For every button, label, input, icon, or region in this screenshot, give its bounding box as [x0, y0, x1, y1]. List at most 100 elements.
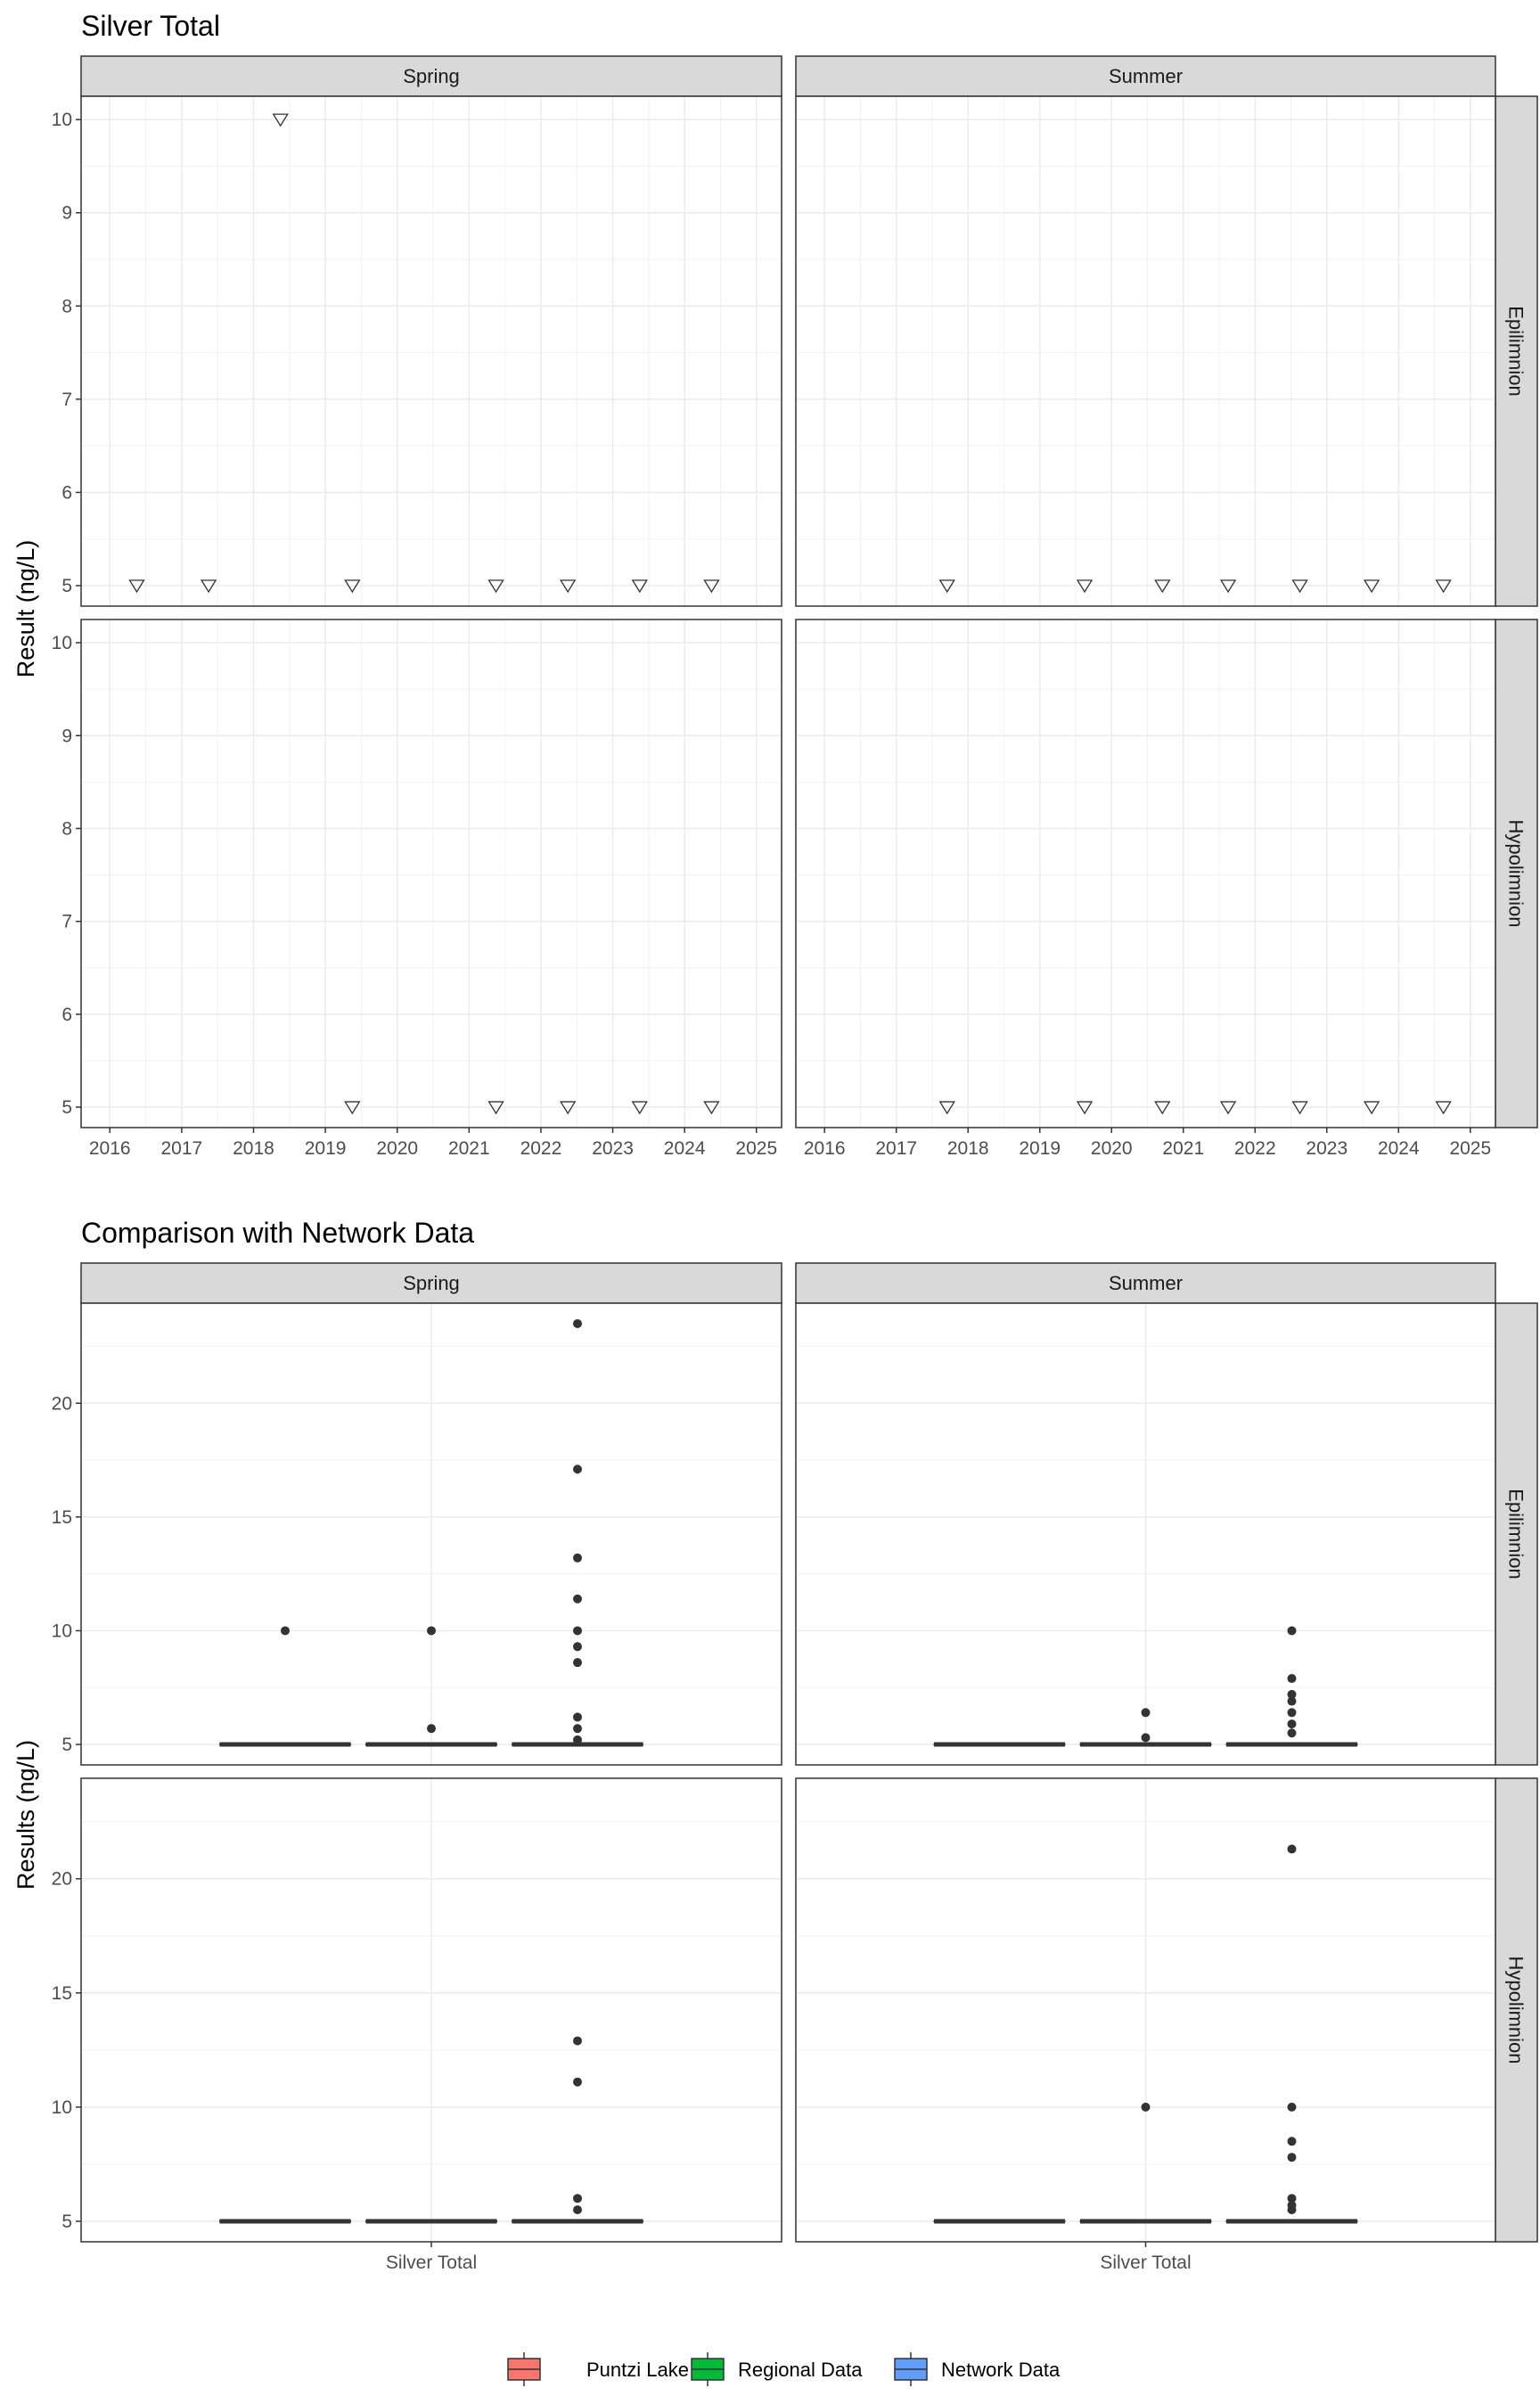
outlier-point	[427, 1626, 436, 1636]
chart1-panels: Spring Summer Epilimnion Hypolimnion 5 6 7 8 9 10…	[52, 55, 1538, 1159]
outlier-point	[281, 1626, 290, 1636]
chart2-panel-summer-hypolimnion: Silver Total	[795, 1777, 1496, 2273]
x-tick-label: 2021	[448, 1138, 490, 1159]
panel-border	[80, 619, 782, 1128]
outlier-point	[1287, 2205, 1297, 2215]
y-tick-label: 8	[61, 296, 72, 316]
outlier-point	[1287, 1719, 1297, 1729]
outlier-point	[573, 1658, 582, 1668]
outlier-point	[1141, 1708, 1151, 1718]
x-tick-label: Silver Total	[386, 2252, 477, 2273]
x-tick-label: 2025	[735, 1138, 777, 1159]
data-point-triangle	[487, 579, 504, 594]
outlier-point	[573, 1318, 582, 1328]
y-tick-label: 10	[52, 1621, 72, 1641]
data-point-triangle	[560, 579, 577, 594]
x-tick-label: 2018	[233, 1138, 274, 1159]
x-tick-label: 2019	[305, 1138, 347, 1159]
chart1-y-axis-title: Result (ng/L)	[12, 540, 39, 678]
x-tick-label: 2016	[89, 1138, 131, 1159]
data-point-triangle	[703, 1101, 720, 1115]
chart2-strip-hypolimnion	[1495, 1777, 1538, 2243]
x-tick-label: 2022	[1234, 1138, 1276, 1159]
data-point-triangle	[1219, 1101, 1237, 1115]
outlier-point	[1287, 2102, 1297, 2112]
chart2-strip-label: Hypolimnion	[1505, 1956, 1528, 2064]
x-tick-label: 2017	[875, 1138, 917, 1159]
data-point-triangle	[560, 1101, 577, 1115]
x-tick-label: 2022	[520, 1138, 562, 1159]
outlier-point	[1287, 2153, 1297, 2162]
y-tick-label: 6	[61, 482, 72, 503]
outlier-point	[1287, 1728, 1297, 1738]
outlier-point	[1287, 1696, 1297, 1706]
chart1-strip-spring	[80, 55, 782, 97]
x-tick-label: 2025	[1449, 1138, 1491, 1159]
data-point-triangle	[272, 113, 289, 127]
panel-background	[81, 96, 782, 606]
chart1-strip-label: Hypolimnion	[1505, 819, 1528, 927]
panel-border	[795, 619, 1496, 1128]
x-tick-label: 2023	[1306, 1138, 1348, 1159]
outlier-point	[573, 1553, 582, 1563]
panel-border	[80, 1302, 782, 1766]
y-tick-label: 9	[61, 203, 72, 224]
legend-label: Regional Data	[738, 2359, 863, 2381]
chart1-strip-summer	[795, 55, 1496, 97]
outlier-point	[1287, 1689, 1297, 1699]
y-tick-label: 15	[52, 1983, 72, 2004]
outlier-point	[573, 1735, 582, 1744]
chart2-panel-spring-hypolimnion: 5 10 15 20 Silver Total	[52, 1777, 782, 2273]
chart2-title: Comparison with Network Data	[81, 1217, 474, 1249]
chart2-strip-label: Summer	[1109, 1272, 1183, 1294]
data-point-triangle	[703, 579, 720, 594]
x-tick-label: 2024	[1378, 1138, 1420, 1159]
outlier-point	[1287, 1626, 1297, 1636]
data-point-triangle	[344, 579, 361, 594]
data-point-triangle	[631, 579, 648, 594]
y-tick-label: 20	[52, 1393, 72, 1414]
chart1-panel-spring-hypolimnion: 5 6 7 8 9 10 2016 2017 2018 2019 2020 2021 2022 2023 2…	[52, 619, 782, 1159]
chart2-strip-summer	[795, 1262, 1496, 1304]
y-tick-label: 5	[61, 2211, 72, 2232]
outlier-point	[1287, 1708, 1297, 1718]
x-tick-label: Silver Total	[1100, 2252, 1191, 2273]
y-tick-label: 10	[52, 633, 72, 653]
outlier-point	[573, 2194, 582, 2203]
y-tick-label: 20	[52, 1869, 72, 1890]
chart1-panel-summer-epilimnion	[795, 95, 1496, 607]
outlier-point	[573, 1626, 582, 1636]
outlier-point	[573, 2205, 582, 2215]
legend-label: Puntzi Lake	[586, 2359, 689, 2381]
panel-background	[81, 620, 782, 1128]
y-tick-label: 7	[61, 390, 72, 410]
data-point-triangle	[1076, 579, 1094, 594]
y-tick-label: 7	[61, 912, 72, 932]
x-tick-label: 2020	[1091, 1138, 1133, 1159]
legend-entry-regional-data: Regional Data	[691, 2352, 863, 2386]
y-tick-label: 5	[61, 1097, 72, 1118]
panel-border	[80, 95, 782, 607]
data-point-triangle	[128, 579, 145, 594]
legend-entry-network-data: Network Data	[894, 2352, 1061, 2386]
y-tick-label: 5	[61, 1735, 72, 1755]
outlier-point	[1287, 2194, 1297, 2203]
chart1-panel-summer-hypolimnion: 2016 2017 2018 2019 2020 2021 2022 2023 2024 2025	[795, 619, 1496, 1159]
x-tick-label: 2024	[664, 1138, 706, 1159]
legend: Puntzi Lake Regional Data Network Data	[507, 2352, 1061, 2386]
data-point-triangle	[1291, 1101, 1308, 1115]
panel-background	[796, 620, 1495, 1128]
data-point-triangle	[200, 579, 217, 594]
data-point-triangle	[1435, 579, 1452, 594]
outlier-point	[573, 1465, 582, 1474]
y-tick-label: 9	[61, 726, 72, 746]
panel-border	[795, 1302, 1496, 1766]
outlier-point	[1141, 2102, 1151, 2112]
outlier-point	[573, 1724, 582, 1734]
chart1-title: Silver Total	[81, 10, 220, 42]
chart2-strip-label: Epilimnion	[1505, 1489, 1528, 1580]
chart1-strip-label: Epilimnion	[1505, 306, 1528, 397]
data-point-triangle	[938, 1101, 955, 1115]
chart2-panels: Spring Summer Epilimnion Hypolimnion 5 10 15 20…	[52, 1262, 1538, 2273]
chart2-strip-spring	[80, 1262, 782, 1304]
